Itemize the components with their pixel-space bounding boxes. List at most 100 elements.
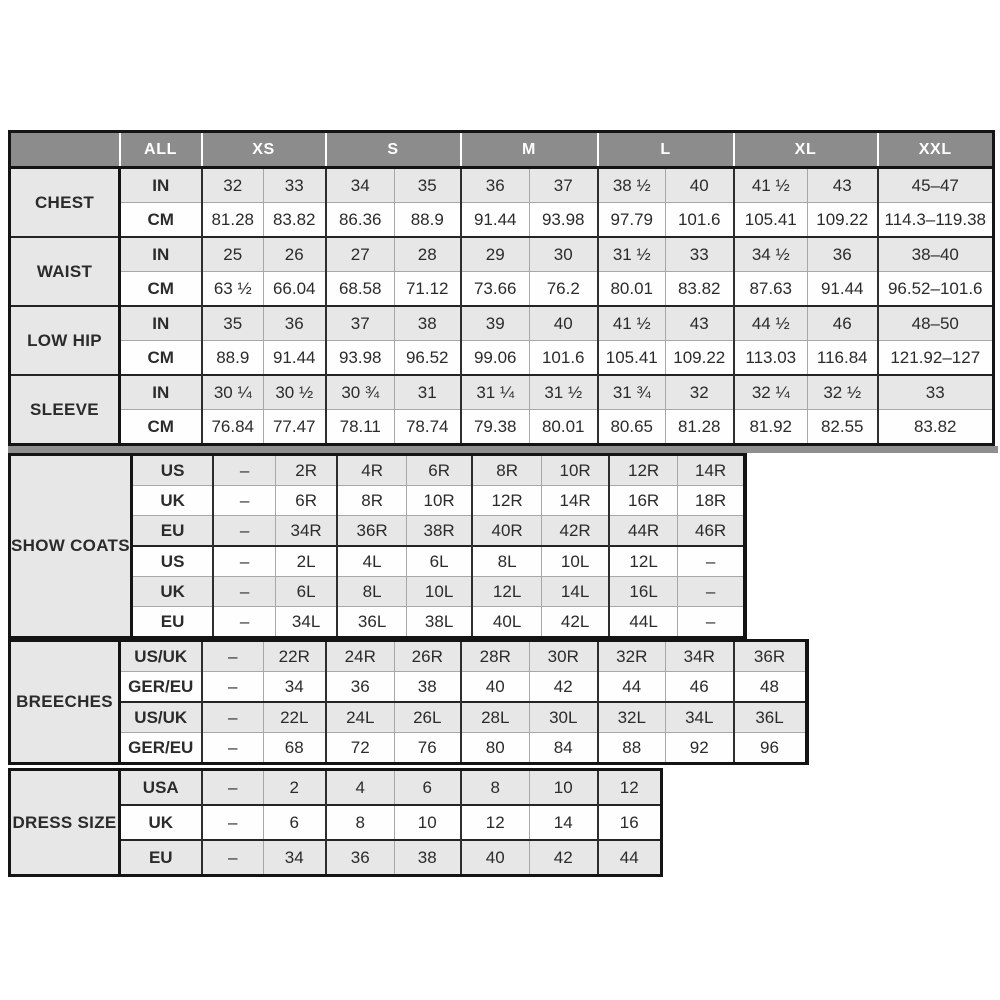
value-cell: –	[676, 606, 746, 638]
value-cell: 33	[665, 236, 734, 272]
value-cell: 28	[394, 236, 461, 272]
value-cell: 12L	[471, 576, 542, 607]
value-cell: 6L	[405, 545, 473, 577]
system-label-cell: GER/EU	[119, 671, 202, 702]
value-cell: 28L	[459, 701, 530, 733]
value-cell: 41 ½	[596, 305, 666, 341]
value-cell: 38	[394, 305, 461, 341]
value-cell: 88	[596, 732, 666, 764]
value-cell: 91.44	[807, 271, 878, 306]
value-cell: 41 ½	[732, 167, 808, 203]
value-cell: 88.9	[394, 202, 461, 237]
value-cell: 12	[459, 804, 530, 840]
value-cell: 68	[263, 732, 326, 764]
table-row: EU – 34R 36R 38R 40R 42R 44R 46R	[10, 515, 746, 546]
value-cell: 36	[459, 167, 530, 203]
value-cell: 38	[394, 671, 461, 702]
value-cell: 38–40	[876, 236, 994, 272]
value-cell: 34L	[665, 701, 734, 733]
value-cell: 26R	[394, 640, 461, 672]
system-label-cell: UK	[119, 804, 202, 840]
value-cell: 4L	[336, 545, 407, 577]
value-cell: 91.44	[263, 340, 326, 375]
value-cell: 42R	[540, 515, 610, 546]
value-cell: 80.01	[596, 271, 666, 306]
value-cell: 42L	[540, 606, 610, 638]
value-cell: 31 ¼	[459, 374, 530, 410]
value-cell: –	[200, 640, 264, 672]
system-label-cell: US	[131, 454, 214, 486]
value-cell: 12L	[608, 545, 678, 577]
value-cell: 48–50	[876, 305, 994, 341]
header-l: L	[596, 131, 734, 169]
header-xs: XS	[200, 131, 326, 169]
value-cell: 36	[263, 305, 326, 341]
value-cell: 2	[263, 769, 326, 805]
value-cell: 8R	[471, 454, 542, 486]
table-row: UK – 6L 8L 10L 12L 14L 16L –	[10, 576, 746, 607]
value-cell: 99.06	[459, 340, 530, 375]
value-cell: 84	[529, 732, 598, 764]
value-cell: 46	[807, 305, 878, 341]
value-cell: 76	[394, 732, 461, 764]
value-cell: 48	[732, 671, 807, 702]
value-cell: 2L	[274, 545, 338, 577]
value-cell: –	[212, 485, 276, 516]
value-cell: 14	[529, 804, 598, 840]
value-cell: 35	[394, 167, 461, 203]
value-cell: 91.44	[459, 202, 530, 237]
table-row: EU – 34 36 38 40 42 44	[10, 839, 662, 876]
value-cell: 79.38	[459, 409, 530, 445]
value-cell: 8L	[471, 545, 542, 577]
value-cell: 37	[529, 167, 598, 203]
value-cell: 78.11	[324, 409, 395, 445]
value-cell: 46	[665, 671, 734, 702]
value-cell: 36	[807, 236, 878, 272]
value-cell: 10R	[405, 485, 473, 516]
value-cell: 32	[665, 374, 734, 410]
table-row: SLEEVE IN 30 ¼ 30 ½ 30 ¾ 31 31 ¼ 31 ½ 31…	[9, 374, 994, 445]
value-cell: 31 ½	[529, 374, 598, 410]
value-cell: 6	[263, 804, 326, 840]
value-cell: 36	[324, 839, 395, 876]
table-row: WAIST IN 25 26 27 28 29 30 31 ½ 33 34 ½ …	[9, 236, 994, 306]
value-cell: 46R	[676, 515, 746, 546]
size-header-row: ALL XS S M L XL XXL	[9, 131, 994, 169]
value-cell: –	[212, 454, 276, 486]
unit-label-cell: IN	[119, 374, 202, 410]
value-cell: 8L	[336, 576, 407, 607]
value-cell: 38R	[405, 515, 473, 546]
value-cell: 82.55	[807, 409, 878, 445]
value-cell: 34	[263, 839, 326, 876]
value-cell: 34	[324, 167, 395, 203]
value-cell: –	[212, 576, 276, 607]
table-row: US – 2L 4L 6L 8L 10L 12L –	[10, 545, 746, 577]
value-cell: –	[200, 671, 264, 702]
table-row: CHEST IN 32 33 34 35 36 37 38 ½ 40 41 ½ …	[9, 167, 994, 237]
system-label-cell: EU	[131, 515, 214, 546]
table-row: LOW HIP IN 35 36 37 38 39 40 41 ½ 43 44 …	[9, 305, 994, 375]
value-cell: 34L	[274, 606, 338, 638]
value-cell: 32	[200, 167, 264, 203]
system-label-cell: US/UK	[119, 701, 202, 733]
section-separator-band	[8, 446, 998, 453]
header-s: S	[324, 131, 461, 169]
value-cell: 44 ½	[732, 305, 808, 341]
value-cell: 80	[459, 732, 530, 764]
value-cell: 26	[263, 236, 326, 272]
value-cell: 2R	[274, 454, 338, 486]
value-cell: 8	[459, 769, 530, 805]
value-cell: 30 ¼	[200, 374, 264, 410]
value-cell: –	[200, 769, 264, 805]
value-cell: 121.92–127	[876, 340, 994, 375]
value-cell: 38	[394, 839, 461, 876]
value-cell: –	[212, 545, 276, 577]
unit-label-cell: IN	[119, 167, 202, 203]
value-cell: 38L	[405, 606, 473, 638]
value-cell: 30L	[529, 701, 598, 733]
table-row: BREECHES US/UK – 22R 24R 26R 28R 30R 32R…	[9, 640, 807, 764]
header-blank-cell	[9, 131, 120, 169]
value-cell: 87.63	[732, 271, 808, 306]
header-all: ALL	[118, 131, 202, 169]
group-label-dress-size: DRESS SIZE	[9, 769, 121, 876]
